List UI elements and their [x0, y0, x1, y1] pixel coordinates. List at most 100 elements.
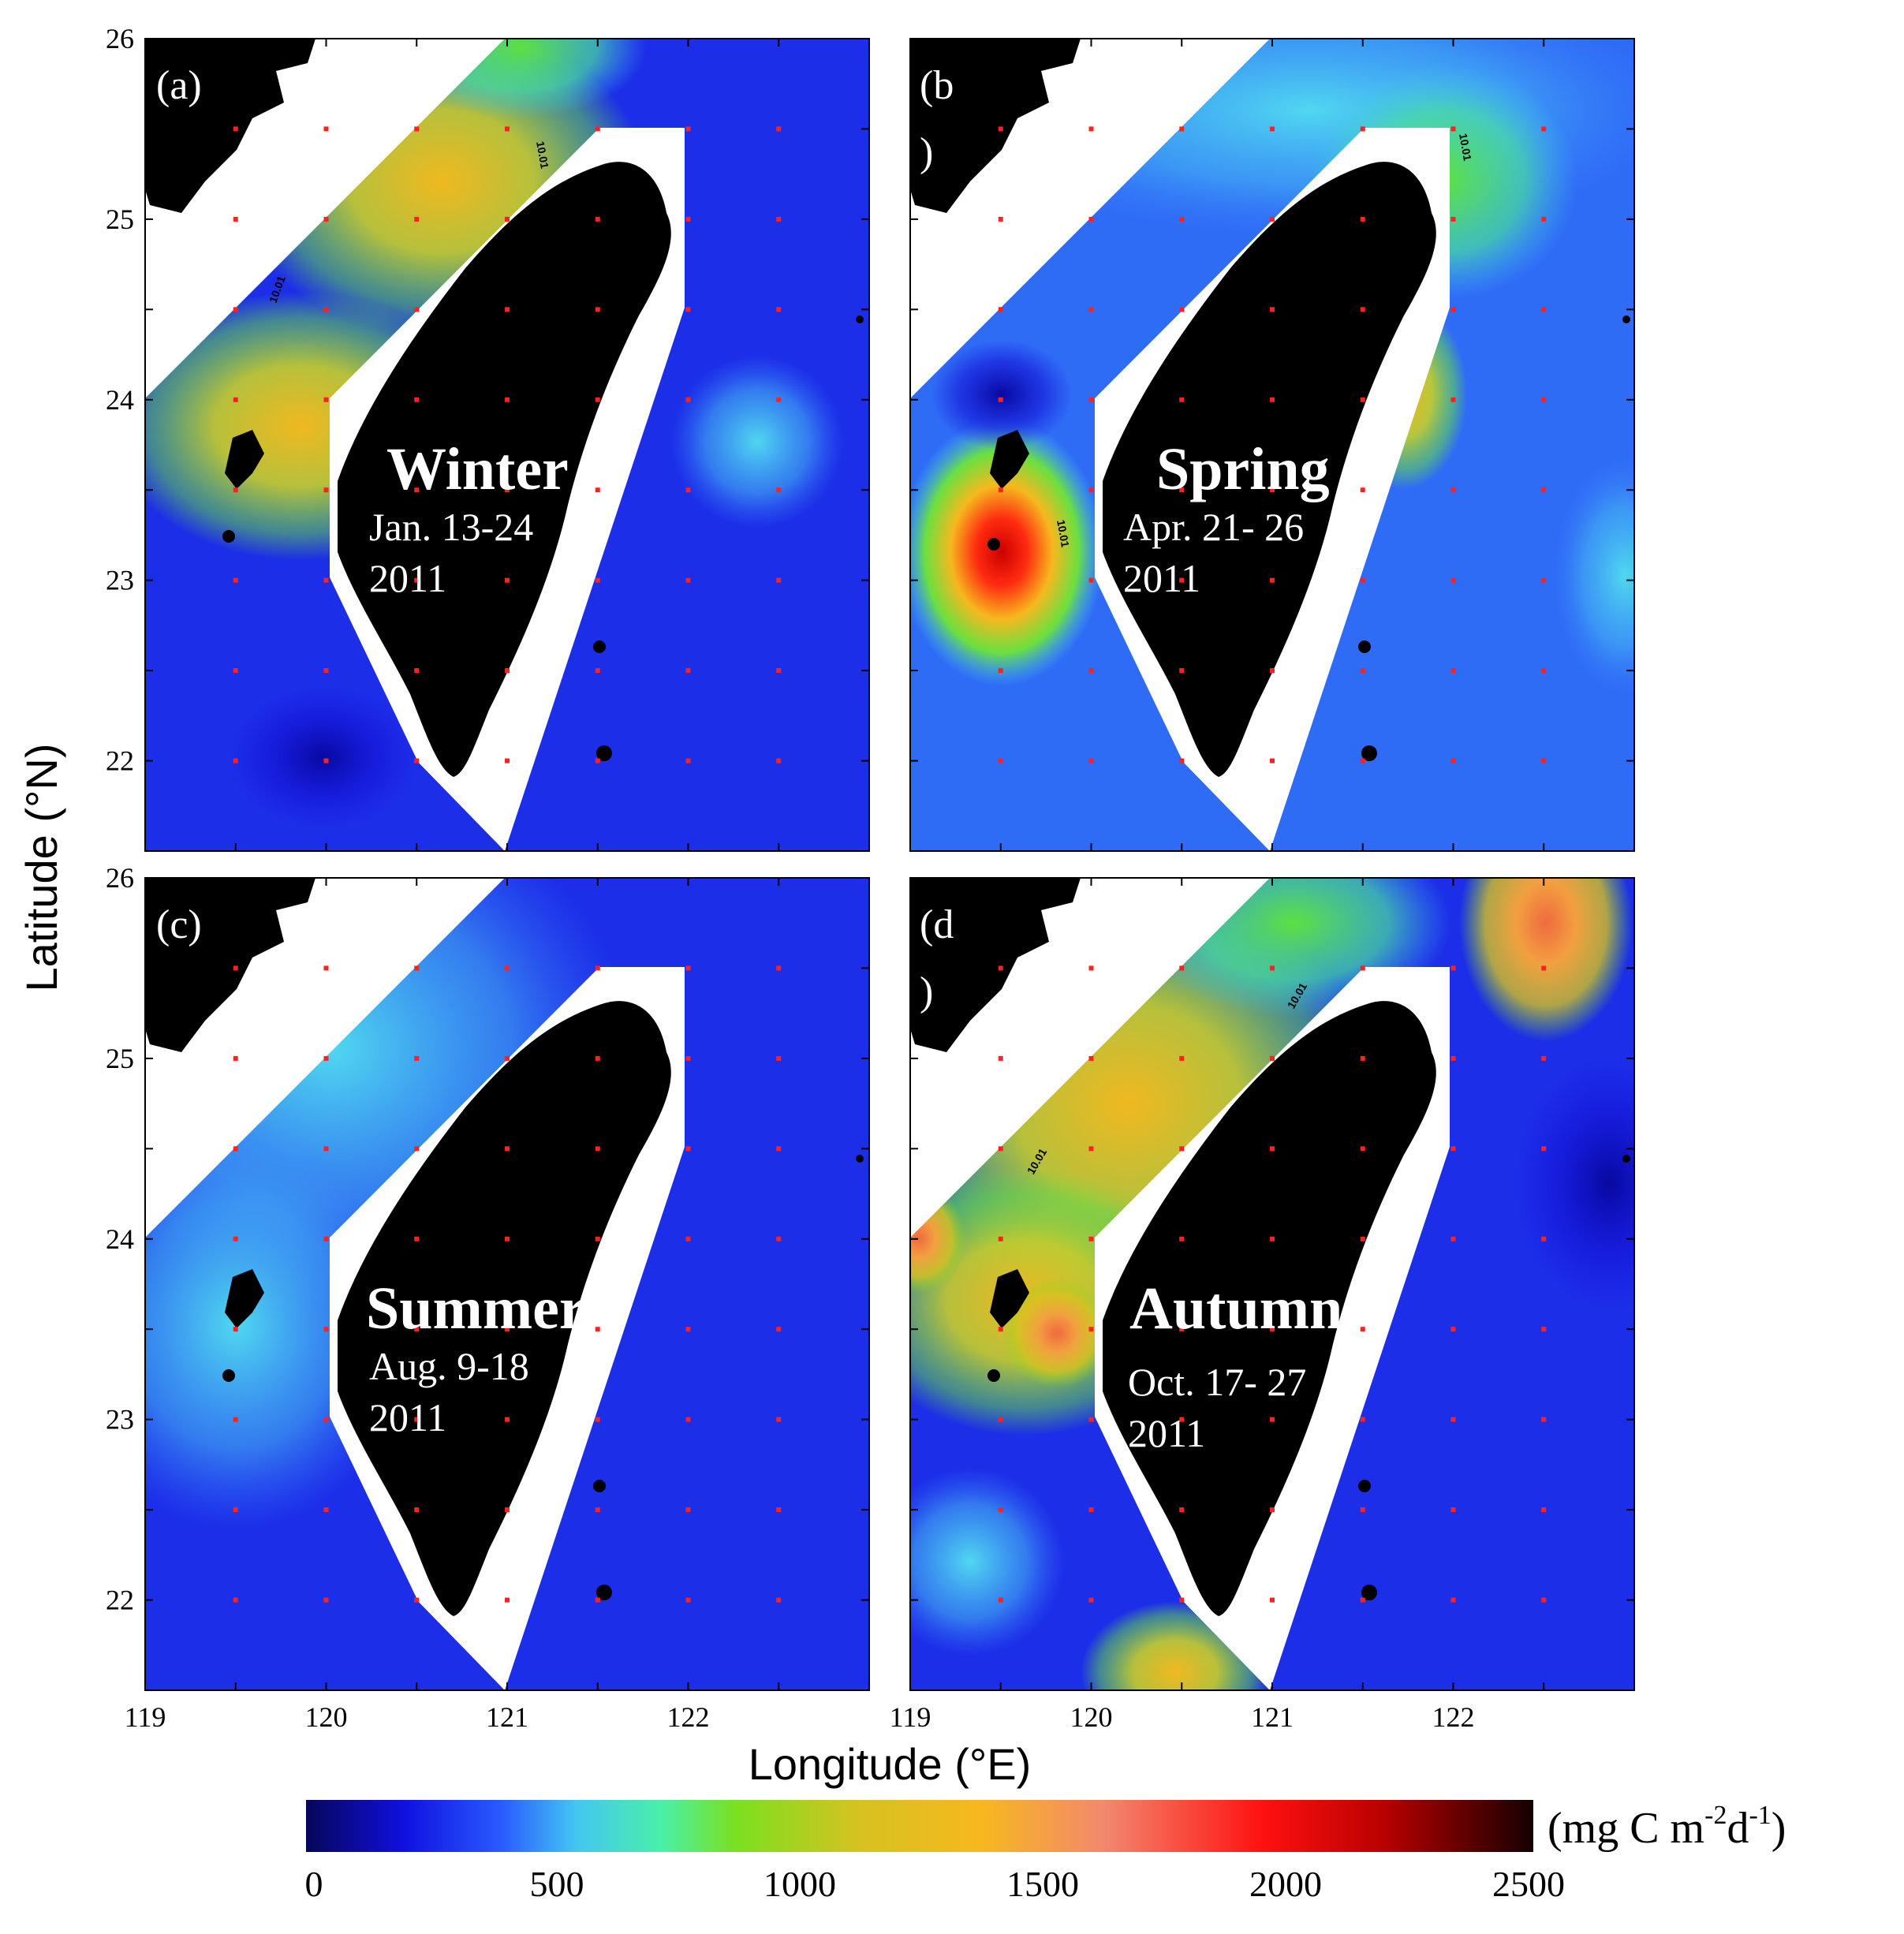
station-marker [776, 1507, 782, 1513]
panel-d-year: 2011 [1128, 1411, 1205, 1455]
station-marker [595, 965, 600, 971]
station-marker [685, 216, 691, 222]
station-marker [505, 216, 510, 222]
station-marker [1541, 1597, 1547, 1603]
station-marker [1541, 1146, 1547, 1152]
station-markers [233, 126, 782, 764]
station-marker [323, 216, 329, 222]
station-marker [233, 307, 238, 312]
station-marker [1179, 1327, 1185, 1332]
station-marker [1088, 1597, 1094, 1603]
station-marker [1270, 487, 1275, 493]
y-tick-label: 24 [106, 1223, 134, 1255]
panel-d: 10.01 10.01 [910, 878, 1634, 1690]
station-marker [1179, 487, 1185, 493]
station-marker [414, 397, 420, 402]
station-marker [1179, 577, 1185, 583]
y-tick-label: 25 [106, 1043, 134, 1074]
station-marker [1270, 1597, 1275, 1603]
china-coast [145, 39, 315, 213]
station-marker [414, 758, 420, 764]
station-marker [998, 758, 1003, 764]
station-marker [1360, 307, 1365, 312]
station-marker [1450, 668, 1456, 674]
station-marker [323, 1236, 329, 1241]
station-marker [1179, 668, 1185, 674]
panel-d-cyan-zone [910, 1467, 1065, 1656]
taiwan-island [1103, 162, 1436, 777]
station-marker [685, 126, 691, 132]
station-marker [1360, 668, 1365, 674]
station-marker [1541, 1417, 1547, 1422]
panel-c-year: 2011 [369, 1395, 446, 1439]
china-coast [145, 878, 315, 1052]
panel-b-high-zone [910, 418, 1104, 686]
station-marker [1179, 1507, 1185, 1513]
islet [222, 1369, 235, 1382]
station-marker [1360, 487, 1365, 493]
islet [1358, 1480, 1371, 1492]
panel-a-label: (a) [156, 63, 202, 108]
panel-b-cyan-zone-2 [1554, 457, 1634, 694]
station-marker [505, 965, 510, 971]
station-marker [414, 577, 420, 583]
panel-d-dates: Oct. 17- 27 [1128, 1360, 1306, 1404]
station-marker [1450, 1327, 1456, 1332]
station-marker [776, 487, 782, 493]
station-marker [505, 1146, 510, 1152]
station-marker [776, 965, 782, 971]
x-tick-label: 119 [890, 1701, 931, 1733]
station-marker [776, 577, 782, 583]
colorbar-tick-label: 500 [530, 1864, 584, 1904]
station-marker [1450, 1055, 1456, 1061]
panel-b-low-zone [931, 339, 1073, 450]
panel-b-label-line2: ) [920, 130, 933, 175]
station-marker [685, 668, 691, 674]
station-marker [1270, 1146, 1275, 1152]
station-marker [595, 307, 600, 312]
station-marker [414, 1236, 420, 1241]
y-tick-label: 22 [106, 1585, 134, 1616]
station-marker [505, 487, 510, 493]
station-marker [595, 1327, 600, 1332]
station-marker [1179, 216, 1185, 222]
station-marker [1541, 1507, 1547, 1513]
station-marker [685, 1417, 691, 1422]
station-marker [1088, 307, 1094, 312]
station-marker [1360, 577, 1365, 583]
islet [1358, 640, 1371, 653]
station-marker [776, 397, 782, 402]
station-marker [998, 1055, 1003, 1061]
islet [856, 1155, 864, 1163]
station-marker [505, 126, 510, 132]
station-marker [1360, 1507, 1365, 1513]
station-marker [1360, 1597, 1365, 1603]
station-marker [1450, 397, 1456, 402]
station-marker [323, 668, 329, 674]
islet [1622, 1155, 1630, 1163]
panel-d-season: Autumn [1129, 1275, 1342, 1342]
station-marker [1179, 758, 1185, 764]
station-marker [1270, 668, 1275, 674]
station-marker [998, 397, 1003, 402]
panel-b-dates: Apr. 21- 26 [1123, 505, 1304, 549]
station-marker [505, 1417, 510, 1422]
station-marker [998, 1597, 1003, 1603]
station-marker [595, 1146, 600, 1152]
station-marker [1179, 1417, 1185, 1422]
station-marker [233, 126, 238, 132]
station-marker [1088, 1327, 1094, 1332]
station-marker [323, 307, 329, 312]
station-marker [233, 1146, 238, 1152]
station-marker [1541, 758, 1547, 764]
station-marker [505, 758, 510, 764]
station-marker [998, 668, 1003, 674]
colorbar-tick-label: 2500 [1492, 1864, 1565, 1904]
station-marker [998, 216, 1003, 222]
station-markers [233, 965, 782, 1603]
station-marker [414, 1417, 420, 1422]
station-marker [1360, 758, 1365, 764]
station-marker [776, 758, 782, 764]
panel-c-season: Summer [366, 1275, 586, 1342]
colorbar-tick-label: 2000 [1249, 1864, 1322, 1904]
